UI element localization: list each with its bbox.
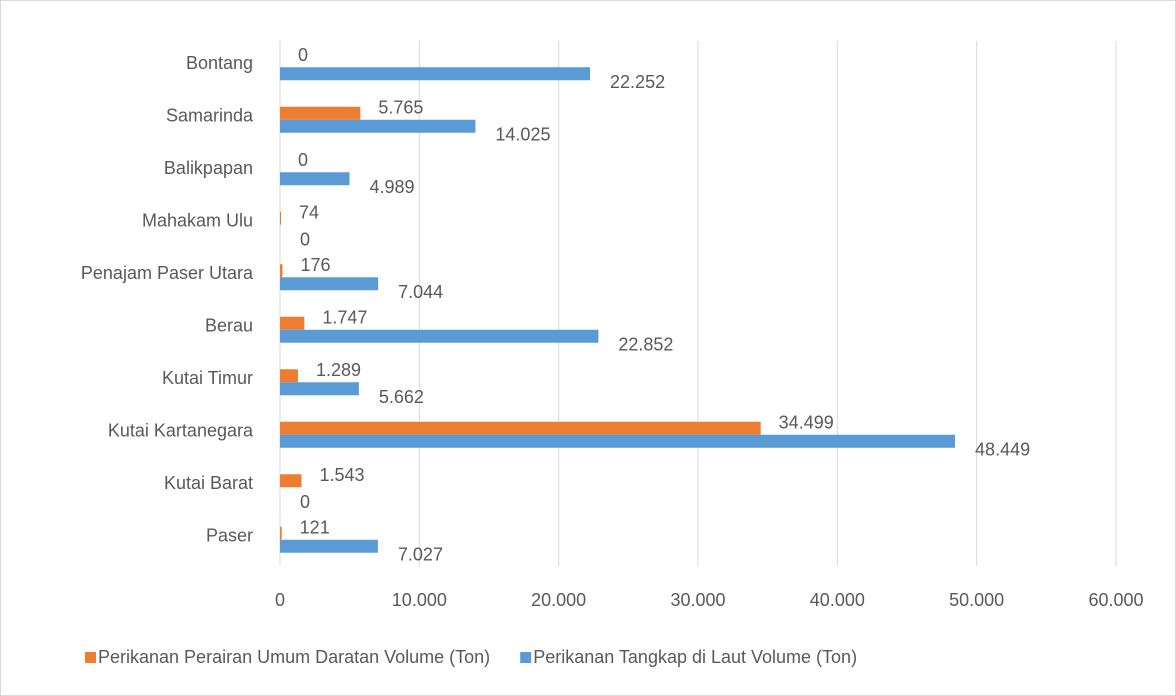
y-tick-label: Penajam Paser Utara — [81, 263, 254, 283]
bar — [280, 329, 599, 343]
data-label: 5.662 — [379, 387, 424, 407]
bar — [280, 264, 283, 278]
legend-label: Perikanan Perairan Umum Daratan Volume (… — [98, 647, 490, 667]
data-label: 0 — [300, 230, 310, 250]
data-label: 34.499 — [779, 413, 834, 433]
data-label: 4.989 — [370, 177, 415, 197]
y-tick-label: Paser — [206, 526, 253, 546]
y-tick-label: Samarinda — [166, 106, 254, 126]
y-tick-label: Bontang — [186, 53, 253, 73]
data-label: 1.543 — [319, 465, 364, 485]
y-tick-label: Kutai Timur — [162, 368, 253, 388]
x-tick-label: 10.000 — [392, 590, 447, 610]
legend-swatch — [85, 652, 96, 663]
bar — [280, 277, 379, 291]
bar — [280, 539, 378, 553]
data-label: 176 — [300, 255, 330, 275]
data-label: 7.044 — [398, 282, 443, 302]
x-tick-label: 0 — [275, 590, 285, 610]
bar — [280, 526, 282, 540]
data-label: 22.252 — [610, 72, 665, 92]
data-label: 22.852 — [618, 335, 673, 355]
bar — [280, 382, 359, 396]
data-label: 1.289 — [316, 360, 361, 380]
bar — [280, 106, 361, 120]
data-label: 14.025 — [495, 125, 550, 145]
x-tick-label: 20.000 — [531, 590, 586, 610]
bar — [280, 316, 305, 330]
data-label: 0 — [298, 45, 308, 65]
data-label: 74 — [299, 203, 319, 223]
x-tick-label: 30.000 — [670, 590, 725, 610]
bar — [280, 369, 298, 383]
bar — [280, 119, 476, 133]
legend-swatch — [520, 652, 532, 663]
y-tick-label: Mahakam Ulu — [142, 211, 253, 231]
bar — [280, 474, 302, 488]
x-tick-label: 60.000 — [1088, 590, 1143, 610]
data-label: 1.747 — [322, 308, 367, 328]
data-label: 0 — [298, 150, 308, 170]
bar — [280, 67, 591, 81]
x-tick-label: 50.000 — [949, 590, 1004, 610]
bar — [280, 421, 761, 435]
data-label: 48.449 — [975, 440, 1030, 460]
bar — [280, 172, 350, 186]
data-label: 7.027 — [398, 545, 443, 565]
data-label: 0 — [300, 492, 310, 512]
data-label: 5.765 — [378, 98, 423, 118]
x-tick-label: 40.000 — [810, 590, 865, 610]
bar — [280, 211, 282, 225]
data-label: 121 — [300, 518, 330, 538]
y-tick-label: Berau — [205, 316, 253, 336]
y-tick-label: Kutai Barat — [164, 473, 253, 493]
y-tick-label: Kutai Kartanegara — [108, 421, 254, 441]
y-tick-label: Balikpapan — [164, 158, 253, 178]
bar — [280, 434, 956, 448]
legend-label: Perikanan Tangkap di Laut Volume (Ton) — [533, 647, 857, 667]
